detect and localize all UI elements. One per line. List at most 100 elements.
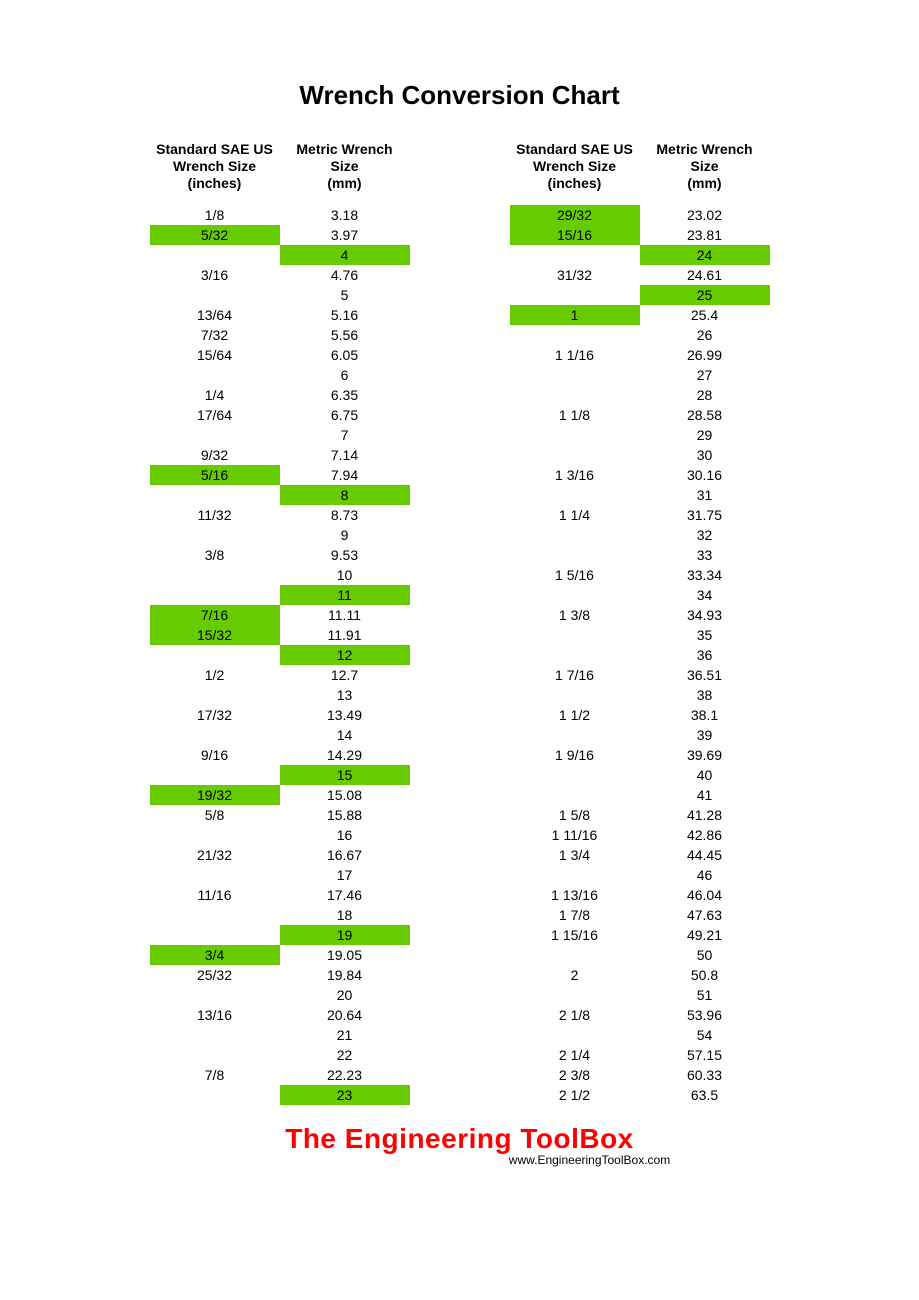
cell-sae — [150, 925, 280, 945]
cell-mm: 38.1 — [640, 705, 770, 725]
table-row: 9 — [150, 525, 410, 545]
cell-mm: 53.96 — [640, 1005, 770, 1025]
cell-mm: 9.53 — [280, 545, 410, 565]
table-row: 1/46.35 — [150, 385, 410, 405]
left-conversion-table: Standard SAE USWrench Size(inches) Metri… — [150, 141, 410, 1105]
cell-sae — [510, 1025, 640, 1045]
cell-sae: 19/32 — [150, 785, 280, 805]
table-row: 1 3/444.45 — [510, 845, 770, 865]
cell-mm: 15.08 — [280, 785, 410, 805]
cell-sae: 3/8 — [150, 545, 280, 565]
table-row: 11/1617.46 — [150, 885, 410, 905]
table-row: 11/328.73 — [150, 505, 410, 525]
cell-sae — [150, 485, 280, 505]
cell-mm: 5 — [280, 285, 410, 305]
table-row: 29/3223.02 — [510, 205, 770, 225]
table-row: 5 — [150, 285, 410, 305]
table-row: 8 — [150, 485, 410, 505]
table-row: 1/83.18 — [150, 205, 410, 225]
cell-mm: 13.49 — [280, 705, 410, 725]
brand-logo-text: The Engineering ToolBox — [0, 1123, 919, 1155]
table-row: 15/3211.91 — [150, 625, 410, 645]
page-title: Wrench Conversion Chart — [0, 80, 919, 111]
table-row: 13/1620.64 — [150, 1005, 410, 1025]
cell-sae: 29/32 — [510, 205, 640, 225]
table-row: 14 — [150, 725, 410, 745]
cell-sae — [150, 725, 280, 745]
cell-mm: 38 — [640, 685, 770, 705]
cell-sae — [510, 365, 640, 385]
table-row: 20 — [150, 985, 410, 1005]
cell-mm: 46 — [640, 865, 770, 885]
table-row: 36 — [510, 645, 770, 665]
cell-sae: 2 3/8 — [510, 1065, 640, 1085]
cell-mm: 9 — [280, 525, 410, 545]
cell-sae — [150, 525, 280, 545]
header-metric: Metric WrenchSize(mm) — [640, 141, 770, 205]
cell-sae — [150, 285, 280, 305]
cell-mm: 12.7 — [280, 665, 410, 685]
cell-sae: 1 3/16 — [510, 465, 640, 485]
cell-sae — [150, 905, 280, 925]
table-row: 5/167.94 — [150, 465, 410, 485]
page: Wrench Conversion Chart Standard SAE USW… — [0, 0, 919, 1167]
cell-sae: 1 1/16 — [510, 345, 640, 365]
cell-sae: 1 13/16 — [510, 885, 640, 905]
cell-mm: 31.75 — [640, 505, 770, 525]
cell-sae — [150, 825, 280, 845]
cell-sae: 1 7/16 — [510, 665, 640, 685]
cell-sae: 1 — [510, 305, 640, 325]
table-row: 1 1/1626.99 — [510, 345, 770, 365]
cell-mm: 50 — [640, 945, 770, 965]
cell-sae: 1 11/16 — [510, 825, 640, 845]
cell-mm: 36 — [640, 645, 770, 665]
table-row: 21 — [150, 1025, 410, 1045]
table-row: 5/323.97 — [150, 225, 410, 245]
table-row: 27 — [510, 365, 770, 385]
table-header-row: Standard SAE USWrench Size(inches) Metri… — [510, 141, 770, 205]
table-row: 1 15/1649.21 — [510, 925, 770, 945]
cell-sae: 1 3/8 — [510, 605, 640, 625]
cell-mm: 28.58 — [640, 405, 770, 425]
table-row: 7 — [150, 425, 410, 445]
cell-sae: 9/32 — [150, 445, 280, 465]
cell-mm: 11 — [280, 585, 410, 605]
table-row: 2 1/457.15 — [510, 1045, 770, 1065]
table-row: 17/646.75 — [150, 405, 410, 425]
cell-sae: 2 1/8 — [510, 1005, 640, 1025]
table-row: 3/89.53 — [150, 545, 410, 565]
table-row: 34 — [510, 585, 770, 605]
table-row: 3/419.05 — [150, 945, 410, 965]
cell-sae — [510, 685, 640, 705]
cell-mm: 14 — [280, 725, 410, 745]
cell-sae: 5/16 — [150, 465, 280, 485]
cell-sae — [150, 1045, 280, 1065]
right-conversion-table: Standard SAE USWrench Size(inches) Metri… — [510, 141, 770, 1105]
table-row: 33 — [510, 545, 770, 565]
cell-mm: 5.56 — [280, 325, 410, 345]
table-row: 15/1623.81 — [510, 225, 770, 245]
cell-mm: 23 — [280, 1085, 410, 1105]
table-row: 31/3224.61 — [510, 265, 770, 285]
cell-sae — [150, 685, 280, 705]
table-row: 3/164.76 — [150, 265, 410, 285]
table-row: 1 1/238.1 — [510, 705, 770, 725]
table-row: 40 — [510, 765, 770, 785]
cell-sae: 15/16 — [510, 225, 640, 245]
cell-sae — [510, 945, 640, 965]
cell-mm: 51 — [640, 985, 770, 1005]
cell-mm: 49.21 — [640, 925, 770, 945]
table-row: 28 — [510, 385, 770, 405]
table-row: 35 — [510, 625, 770, 645]
cell-sae — [510, 245, 640, 265]
cell-mm: 35 — [640, 625, 770, 645]
cell-mm: 13 — [280, 685, 410, 705]
table-row: 26 — [510, 325, 770, 345]
cell-sae: 1 15/16 — [510, 925, 640, 945]
table-row: 1 13/1646.04 — [510, 885, 770, 905]
table-row: 17 — [150, 865, 410, 885]
cell-sae: 13/16 — [150, 1005, 280, 1025]
table-row: 46 — [510, 865, 770, 885]
cell-mm: 29 — [640, 425, 770, 445]
table-row: 7/822.23 — [150, 1065, 410, 1085]
